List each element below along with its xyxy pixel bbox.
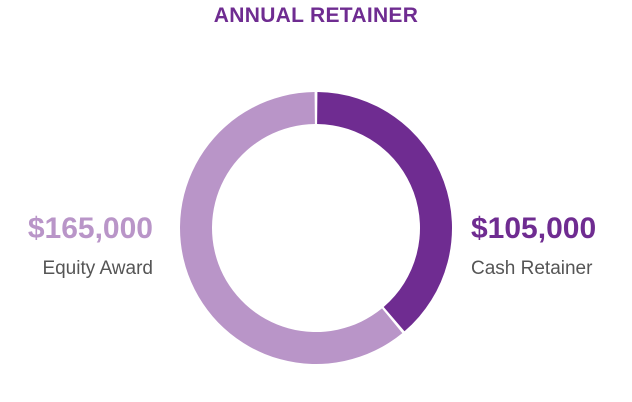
cash-retainer-label: Cash Retainer <box>471 258 593 279</box>
slice-equity-award <box>180 92 403 365</box>
equity-award-value: $165,000 <box>27 212 153 245</box>
cash-retainer-value: $105,000 <box>471 212 597 245</box>
equity-award-label: Equity Award <box>42 258 153 279</box>
chart-title: ANNUAL RETAINER <box>213 4 419 27</box>
slice-cash-retainer <box>317 92 453 332</box>
